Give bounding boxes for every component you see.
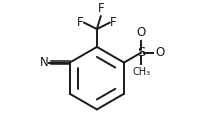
Text: O: O — [136, 26, 146, 39]
Text: F: F — [98, 2, 105, 15]
Text: O: O — [155, 46, 164, 59]
Text: N: N — [40, 56, 48, 69]
Text: F: F — [76, 16, 83, 28]
Text: F: F — [110, 16, 117, 28]
Text: S: S — [137, 46, 145, 59]
Text: CH₃: CH₃ — [132, 67, 150, 77]
